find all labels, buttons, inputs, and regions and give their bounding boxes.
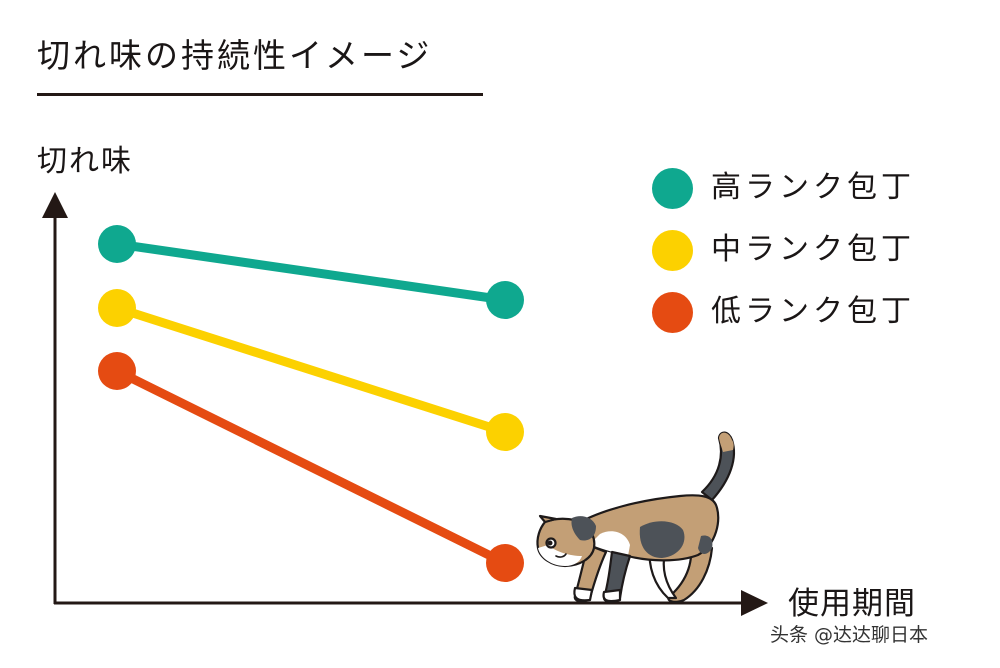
circle-marker-icon [652, 291, 693, 333]
cat-illustration [536, 431, 736, 603]
data-point [98, 225, 136, 263]
data-point [486, 281, 524, 319]
legend-label: 低ランク包丁 [711, 294, 915, 329]
title-underline [37, 93, 483, 96]
legend-label: 高ランク包丁 [711, 170, 915, 205]
data-point [486, 413, 524, 451]
data-point [486, 544, 524, 582]
series-low-rank [98, 352, 524, 582]
data-point [98, 289, 136, 327]
series-mid-rank [98, 289, 524, 451]
y-axis-arrow-icon [42, 192, 68, 218]
legend-label: 中ランク包丁 [711, 232, 915, 267]
y-axis-label: 切れ味 [37, 144, 133, 179]
x-axis [54, 590, 768, 616]
watermark: 头条 @达达聊日本 [770, 624, 929, 646]
data-point [98, 352, 136, 390]
chart-title: 切れ味の持続性イメージ [37, 36, 433, 75]
legend-item-low-rank: 低ランク包丁 [652, 281, 915, 343]
circle-marker-icon [652, 167, 693, 209]
y-axis [42, 192, 68, 604]
x-axis-arrow-icon [741, 590, 768, 616]
legend-item-mid-rank: 中ランク包丁 [652, 219, 915, 281]
series-high-rank [98, 225, 524, 319]
circle-marker-icon [652, 229, 693, 271]
legend: 高ランク包丁 中ランク包丁 低ランク包丁 [652, 157, 915, 343]
legend-item-high-rank: 高ランク包丁 [652, 157, 915, 219]
x-axis-label: 使用期間 [788, 586, 916, 622]
